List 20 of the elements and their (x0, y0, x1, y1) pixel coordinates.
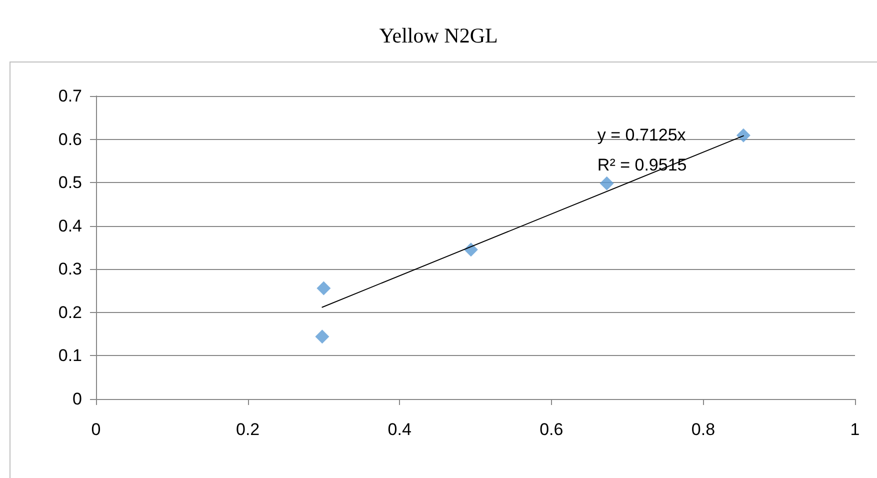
x-tick-label: 0.8 (691, 420, 716, 439)
y-tick-label: 0.4 (58, 216, 82, 236)
x-tick-label: 0.2 (236, 420, 260, 439)
point (736, 128, 750, 142)
point (600, 176, 614, 190)
y-tick-label: 0.6 (58, 130, 82, 149)
y-tick-label: 0.5 (58, 173, 82, 192)
point (315, 330, 330, 344)
x-tick-label: 0.4 (388, 420, 412, 439)
y-tick-label: 0.7 (58, 86, 82, 106)
annotation: y = 0.7125x (597, 125, 686, 144)
y-tick-label: 0.3 (58, 260, 82, 279)
point (316, 281, 331, 296)
y-tick-label: 0 (72, 390, 82, 408)
x-tick-label: 1 (850, 420, 860, 439)
x-tick-label: 0.6 (540, 420, 564, 439)
chart-title: Yellow N2GL (379, 24, 498, 48)
y-tick-label: 0.2 (58, 302, 82, 322)
y-tick-label: 0.1 (58, 346, 82, 366)
x-tick-label: 0 (91, 420, 101, 439)
